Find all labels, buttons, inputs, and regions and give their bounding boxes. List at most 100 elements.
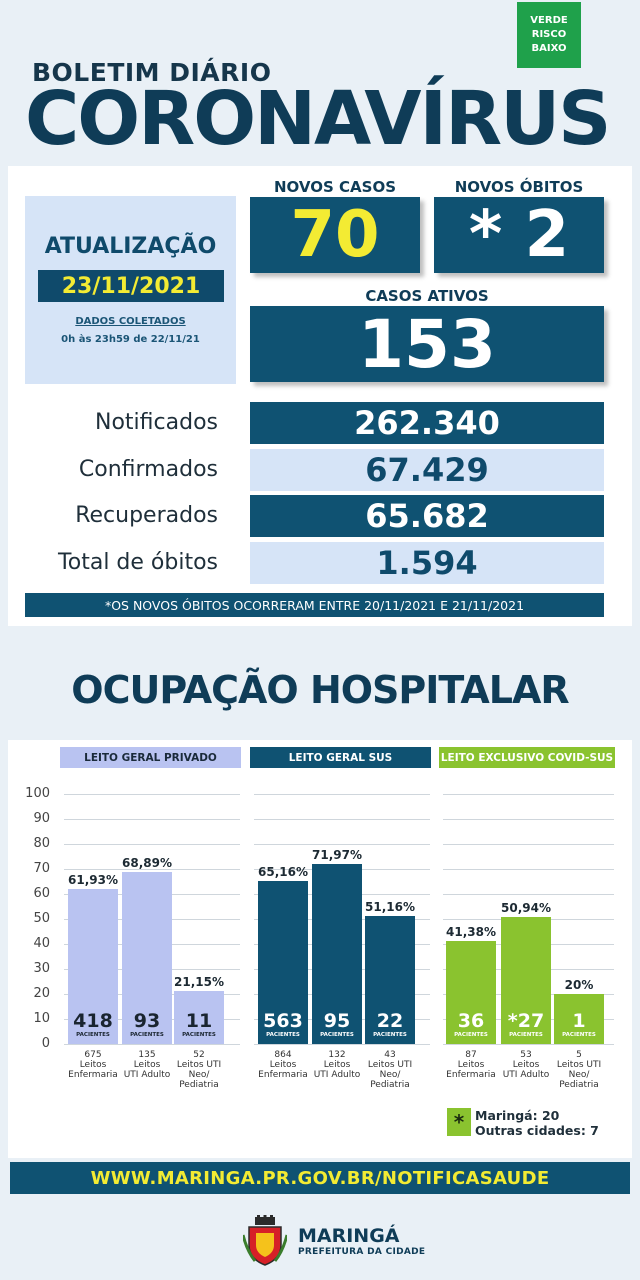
bar-patient-count: 93 [133,1010,161,1032]
bar-patients-label: PACIENTES [320,1032,354,1038]
bar-patients-label: PACIENTES [266,1032,300,1038]
update-box: ATUALIZAÇÃO 23/11/2021 DADOS COLETADOS 0… [25,196,236,384]
stat-label: Recuperados [75,503,218,528]
bar [258,881,308,1044]
bar-patients-label: PACIENTES [76,1032,110,1038]
bed-capacity-label: UTI Adulto [313,1070,361,1080]
bar-patient-count: 1 [572,1010,586,1032]
gridline [443,869,614,870]
notification-url-link[interactable]: WWW.MARINGA.PR.GOV.BR/NOTIFICASAUDE [10,1162,630,1194]
active-cases-value: 153 [250,306,604,383]
bar-patients-label: PACIENTES [509,1032,543,1038]
bed-capacity-label: 864 [274,1050,292,1060]
new-cases-value: 70 [250,197,420,273]
bar-patient-count: 22 [376,1010,404,1032]
bed-capacity-label: 5 [576,1050,582,1060]
asterisk-icon: * [447,1108,471,1136]
bar [501,916,551,1044]
stat-value: 262.340 [250,402,604,444]
bed-capacity-label: Leitos UTI [176,1060,222,1070]
gridline [254,844,430,845]
y-tick-label: 50 [33,911,50,926]
risk-level-badge: VERDE RISCO BAIXO [517,2,581,68]
stat-label: Notificados [95,410,218,435]
bar-percent-label: 68,89% [122,855,172,870]
gridline [254,1044,430,1045]
gridline [443,844,614,845]
bed-capacity-label: Pediatria [179,1080,219,1090]
y-tick-label: 10 [33,1011,50,1026]
y-tick-label: 30 [33,961,50,976]
update-date: 23/11/2021 [38,270,224,302]
hospital-section-title: OCUPAÇÃO HOSPITALAR [71,668,569,712]
gridline [443,794,614,795]
gridline [443,819,614,820]
gridline [64,819,240,820]
bar-percent-label: 51,16% [365,900,415,915]
bar [446,940,496,1044]
page-title: CORONAVÍRUS [25,76,611,162]
bar-percent-label: 20% [564,978,594,992]
bed-capacity-label: 675 [84,1050,102,1060]
stat-value: 65.682 [250,495,604,537]
bed-capacity-label: Leitos [269,1060,297,1070]
bar-patient-count: 36 [457,1010,485,1032]
city-coat-of-arms-icon [243,1215,287,1266]
update-note: 0h às 23h59 de 22/11/21 [61,334,200,345]
bar-patient-count: 95 [323,1010,351,1032]
bar [365,916,415,1044]
gridline [64,794,240,795]
bed-capacity-label: Pediatria [559,1080,599,1090]
y-tick-label: 100 [25,786,50,801]
y-tick-label: 70 [33,861,50,876]
y-tick-label: 80 [33,836,50,851]
bar-patients-label: PACIENTES [182,1032,216,1038]
bar [68,889,118,1044]
gridline [443,1044,614,1045]
new-deaths-value: * 2 [434,197,604,273]
stat-value: 67.429 [250,449,604,491]
bar [174,991,224,1044]
new-deaths-label: NOVOS ÓBITOS [454,178,584,196]
bed-capacity-label: 132 [328,1050,346,1060]
gridline [64,1044,240,1045]
bed-capacity-label: Neo/ [568,1070,590,1080]
bar [554,994,604,1044]
bed-capacity-label: Pediatria [370,1080,410,1090]
risk-badge-line: VERDE [530,15,568,26]
bar-patient-count: *27 [507,1010,545,1032]
bar-patients-label: PACIENTES [454,1032,488,1038]
risk-badge-line: BAIXO [531,43,567,54]
bed-capacity-label: Leitos [79,1060,107,1070]
hospital-chart-panel: LEITO GERAL PRIVADO LEITO GERAL SUS LEIT… [8,740,632,1158]
stat-label: Confirmados [78,457,218,482]
gridline [254,794,430,795]
bar-percent-label: 71,97% [312,848,362,863]
risk-badge-line: RISCO [531,29,567,40]
section-header-covid-sus: LEITO EXCLUSIVO COVID-SUS [439,747,615,768]
bed-capacity-label: Enfermaria [258,1070,308,1080]
bed-capacity-label: UTI Adulto [502,1070,550,1080]
y-tick-label: 0 [41,1036,50,1051]
bed-capacity-label: UTI Adulto [123,1070,171,1080]
bar-patient-count: 563 [263,1010,303,1032]
bar-percent-label: 21,15% [174,975,224,990]
section-header-private: LEITO GERAL PRIVADO [60,747,241,768]
update-note: DADOS COLETADOS [75,316,186,327]
legend-line-maringa: Maringá: 20 [475,1108,560,1123]
bar-patient-count: 418 [73,1010,113,1032]
gridline [443,894,614,895]
bar [312,864,362,1044]
bed-capacity-label: Leitos [133,1060,161,1070]
bar-percent-label: 61,93% [68,873,118,888]
bed-capacity-label: 53 [520,1050,532,1060]
bed-capacity-label: 135 [138,1050,156,1060]
bulletin-label: BOLETIM DIÁRIO [32,58,272,87]
y-tick-label: 20 [33,986,50,1001]
bar-percent-label: 65,16% [258,865,308,880]
bed-capacity-label: Enfermaria [446,1070,496,1080]
city-hall-label: PREFEITURA DA CIDADE [298,1247,426,1257]
stat-label: Total de óbitos [58,550,218,575]
bed-capacity-label: 52 [193,1050,205,1060]
bar [122,871,172,1044]
